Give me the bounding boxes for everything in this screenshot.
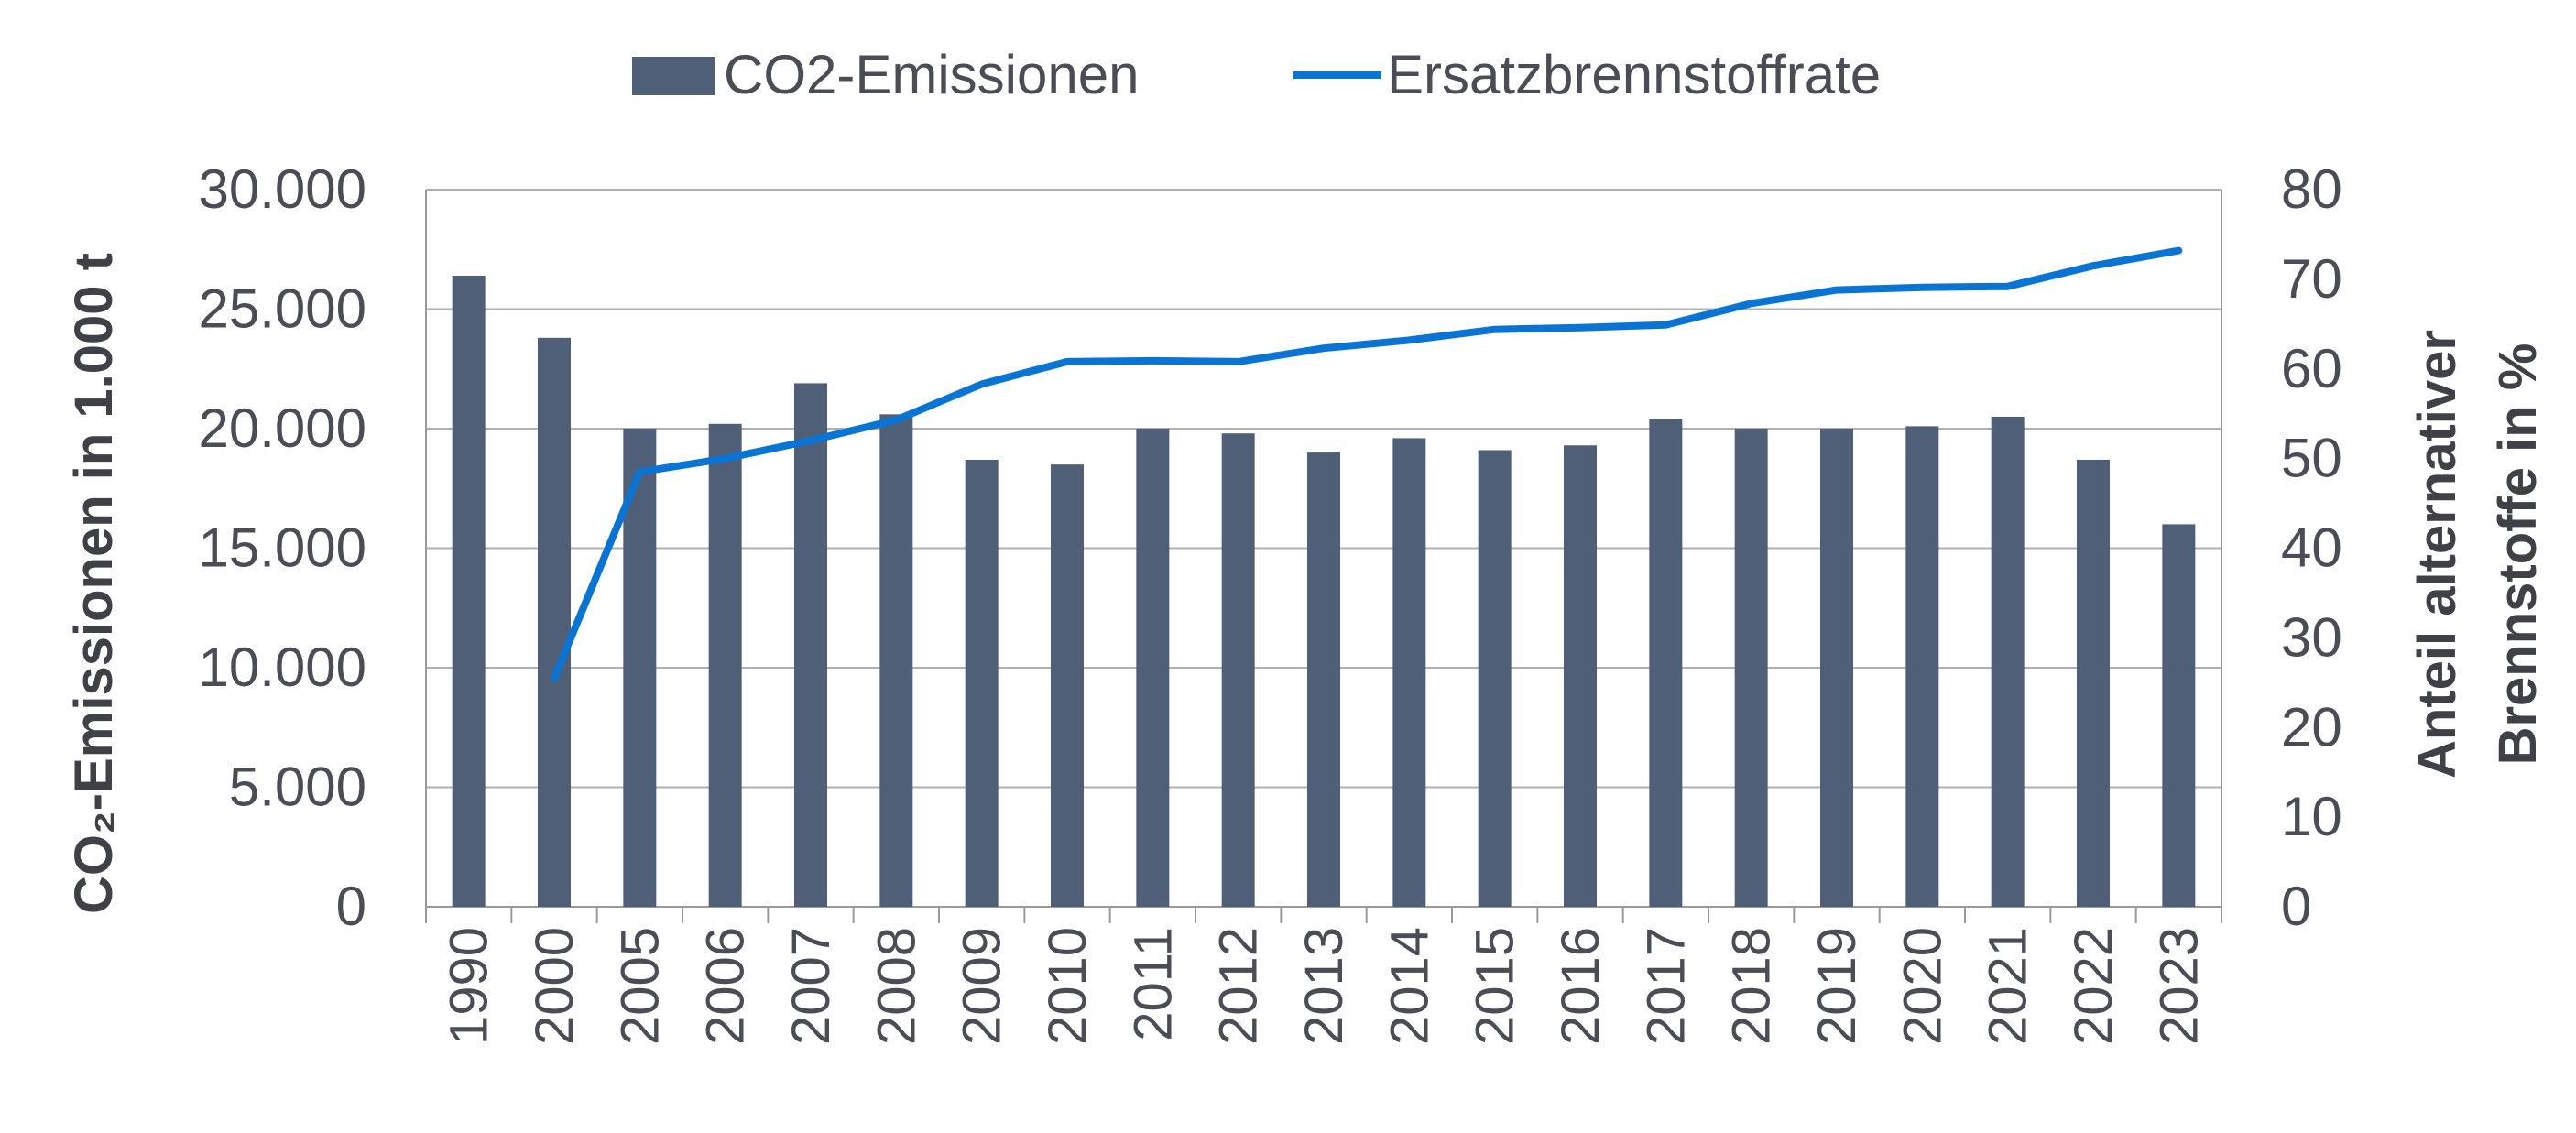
line-point-2014: [1408, 339, 1411, 342]
left-axis-ticks: 0 5.000 10.000 15.000 20.000 25.000 30.000: [198, 158, 366, 937]
line-point-2023: [2178, 249, 2180, 252]
bar-2007: [794, 383, 827, 907]
line-point-2017: [1665, 323, 1667, 326]
left-tick-label: 10.000: [198, 637, 366, 698]
right-tick-label: 70: [2281, 248, 2342, 310]
bar-2012: [1221, 433, 1255, 908]
line-point-2008: [895, 419, 898, 421]
bar-1990: [452, 275, 486, 908]
x-tick-label: 2005: [610, 927, 670, 1045]
line-point-2019: [1836, 289, 1838, 291]
line-point-2020: [1921, 286, 1924, 289]
bar-2022: [2077, 459, 2110, 907]
line-point-2006: [724, 457, 726, 460]
bar-2006: [708, 423, 742, 907]
right-tick-label: 80: [2281, 158, 2342, 220]
line-point-2000: [553, 677, 555, 680]
right-tick-label: 20: [2281, 696, 2342, 757]
legend: CO2-Emissionen Ersatzbrennstoffrate: [632, 44, 1881, 105]
x-tick-label: 2012: [1209, 927, 1269, 1045]
legend-label-co2-emissionen: CO2-Emissionen: [724, 44, 1140, 105]
x-tick-label: 2007: [781, 927, 841, 1045]
left-tick-label: 15.000: [198, 517, 366, 579]
bar-2019: [1820, 429, 1853, 907]
x-tick-label: 2010: [1038, 927, 1097, 1045]
x-tick-label: 2015: [1466, 927, 1525, 1045]
bar-2005: [623, 429, 657, 907]
x-tick-label: 2017: [1636, 927, 1696, 1045]
right-tick-label: 0: [2281, 876, 2311, 937]
bar-2023: [2162, 524, 2196, 907]
bar-2010: [1051, 464, 1084, 907]
right-tick-label: 30: [2281, 606, 2342, 668]
bar-2008: [879, 414, 913, 908]
line-point-2013: [1323, 347, 1325, 350]
x-tick-label: 2018: [1722, 927, 1782, 1045]
x-tick-label: 2019: [1807, 927, 1867, 1045]
legend-label-ersatzbrennstoffrate: Ersatzbrennstoffrate: [1387, 44, 1881, 105]
line-series-ersatzbrennstoffrate: [551, 246, 2183, 682]
bar-2014: [1392, 438, 1426, 907]
x-tick-label: 2014: [1380, 927, 1439, 1045]
left-tick-label: 5.000: [229, 757, 366, 818]
bar-2009: [965, 459, 999, 907]
x-tick-label: 2020: [1893, 927, 1952, 1045]
x-axis-ticks: 1990 2000 2005 2006 2007 2008 2009 2010 2011 2012…: [440, 927, 2210, 1045]
x-tick-label: 2022: [2064, 927, 2123, 1045]
x-tick-label: 2009: [953, 927, 1012, 1045]
line-point-2009: [980, 383, 983, 386]
left-tick-label: 20.000: [198, 398, 366, 459]
x-tick-label: 2023: [2149, 927, 2209, 1045]
x-tick-label: 2021: [1979, 927, 2038, 1045]
line-point-2010: [1066, 360, 1068, 363]
line-point-2021: [2006, 285, 2009, 288]
left-tick-label: 0: [336, 876, 366, 937]
right-axis-title-line-1: Anteil alternativer: [2407, 330, 2467, 779]
bar-2011: [1136, 429, 1170, 907]
line-point-2011: [1152, 359, 1154, 362]
bar-2020: [1905, 426, 1939, 907]
x-tick-label: 2013: [1294, 927, 1354, 1045]
x-tick-label: 2006: [696, 927, 756, 1045]
x-tick-label: 1990: [440, 927, 499, 1045]
right-tick-label: 50: [2281, 428, 2342, 489]
right-axis-ticks: 0 10 20 30 40 50 60 70 80: [2281, 158, 2342, 937]
x-tick-label: 2008: [867, 927, 926, 1045]
right-tick-label: 40: [2281, 517, 2342, 579]
x-tick-label: 2011: [1123, 927, 1183, 1041]
left-tick-label: 25.000: [198, 278, 366, 340]
bar-2013: [1307, 452, 1340, 907]
bar-2021: [1991, 416, 2025, 907]
bar-2018: [1734, 429, 1768, 907]
bar-2015: [1478, 450, 1512, 907]
bar-series-co2-emissionen: [452, 275, 2196, 908]
left-tick-label: 30.000: [198, 158, 366, 220]
right-axis-title-line-2: Brennstoffe in %: [2488, 343, 2548, 766]
line-point-2015: [1493, 328, 1496, 331]
left-axis-title: CO₂-Emissionen in 1.000 t: [64, 253, 124, 914]
line-point-2018: [1750, 302, 1752, 305]
x-tick-label: 2000: [525, 927, 584, 1045]
line-point-2012: [1237, 360, 1239, 363]
line-point-2022: [2092, 265, 2094, 267]
line-point-2005: [639, 471, 641, 474]
bar-2000: [538, 337, 571, 907]
line-point-2016: [1579, 326, 1581, 329]
right-tick-label: 10: [2281, 786, 2342, 847]
right-tick-label: 60: [2281, 338, 2342, 399]
line-point-2007: [810, 440, 812, 442]
x-tick-label: 2016: [1551, 927, 1610, 1045]
line-ersatzbrennstoffrate: [551, 246, 2183, 682]
legend-swatch-co2-emissionen: [632, 57, 715, 95]
bar-2016: [1564, 445, 1597, 907]
bar-2017: [1649, 419, 1683, 907]
